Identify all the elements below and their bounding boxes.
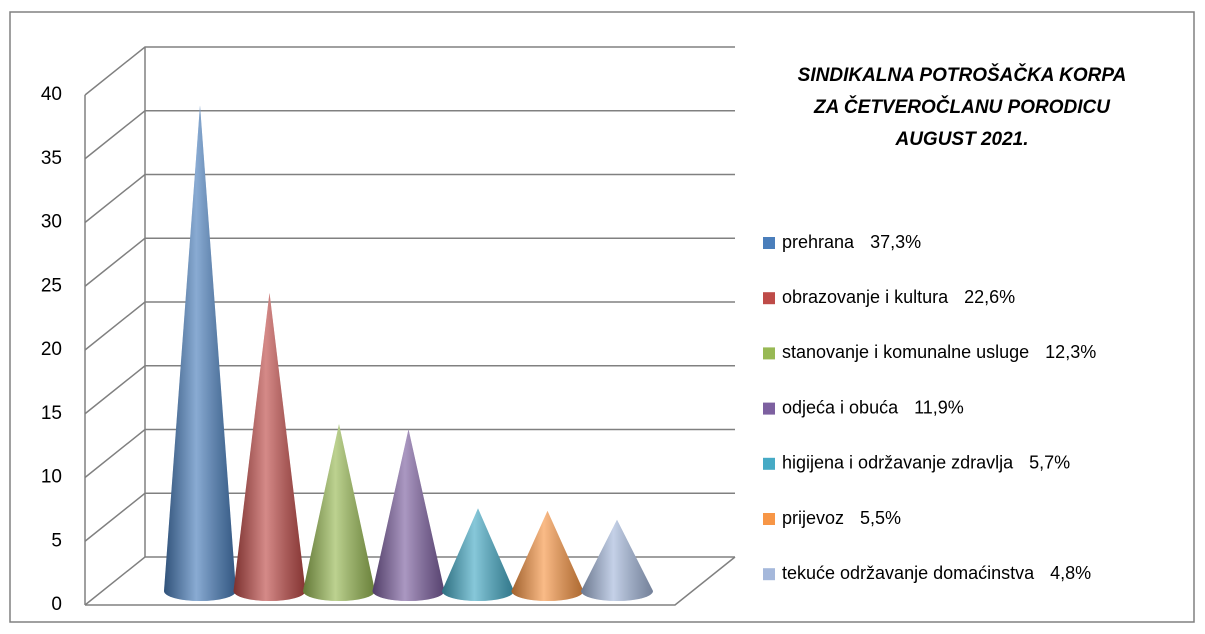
cone-shading <box>233 292 306 601</box>
legend-label: prijevoz <box>782 508 844 528</box>
legend-swatch <box>763 568 775 581</box>
y-tick-label: 40 <box>41 84 62 105</box>
legend-label: odjeća i obuća <box>782 397 899 417</box>
legend-value: 37,3% <box>870 232 921 252</box>
legend-label: obrazovanje i kultura <box>782 287 949 307</box>
grid-line <box>84 365 735 415</box>
legend-swatch <box>763 292 775 305</box>
legend-value: 11,9% <box>914 397 964 417</box>
cone-shading <box>372 429 445 601</box>
grid-line <box>84 301 735 351</box>
legend-value: 22,6% <box>964 287 1015 307</box>
cone-shading <box>581 519 653 601</box>
grid-line <box>84 492 735 542</box>
legend-label: prehrana <box>782 232 855 252</box>
legend-swatch <box>763 237 775 249</box>
grid-line <box>84 237 735 287</box>
y-tick-label: 30 <box>41 212 62 233</box>
y-tick-label: 25 <box>41 275 62 296</box>
grid-line <box>84 110 735 160</box>
cone-shading <box>442 508 514 601</box>
grid-line <box>84 46 735 96</box>
legend-value: 4,8% <box>1050 563 1091 583</box>
y-tick-label: 5 <box>51 530 62 551</box>
cone-shading <box>511 510 584 601</box>
y-tick-label: 10 <box>41 467 62 488</box>
legend-value: 5,5% <box>860 508 901 528</box>
legend-value: 5,7% <box>1029 453 1070 473</box>
chart-title: AUGUST 2021. <box>894 129 1028 150</box>
y-tick-label: 15 <box>41 403 62 424</box>
cone-shading <box>303 424 375 601</box>
grid-line <box>84 173 735 224</box>
legend-label: tekuće održavanje domaćinstva <box>782 563 1035 583</box>
chart-title: ZA ČETVEROČLANU PORODICU <box>813 96 1111 118</box>
legend-swatch <box>763 347 775 360</box>
grid-line <box>84 428 735 479</box>
y-tick-label: 35 <box>41 148 62 169</box>
legend-swatch <box>763 457 775 470</box>
legend-swatch <box>763 513 775 525</box>
chart-title: SINDIKALNA POTROŠAČKA KORPA <box>798 64 1127 86</box>
y-tick-label: 0 <box>51 594 62 615</box>
legend-value: 12,3% <box>1045 342 1096 362</box>
floor <box>85 556 736 606</box>
legend-swatch <box>763 402 775 415</box>
legend-label: higijena i održavanje zdravlja <box>782 453 1014 473</box>
cone-shading <box>164 105 236 602</box>
legend-label: stanovanje i komunalne usluge <box>782 342 1029 362</box>
y-tick-label: 20 <box>41 339 62 360</box>
